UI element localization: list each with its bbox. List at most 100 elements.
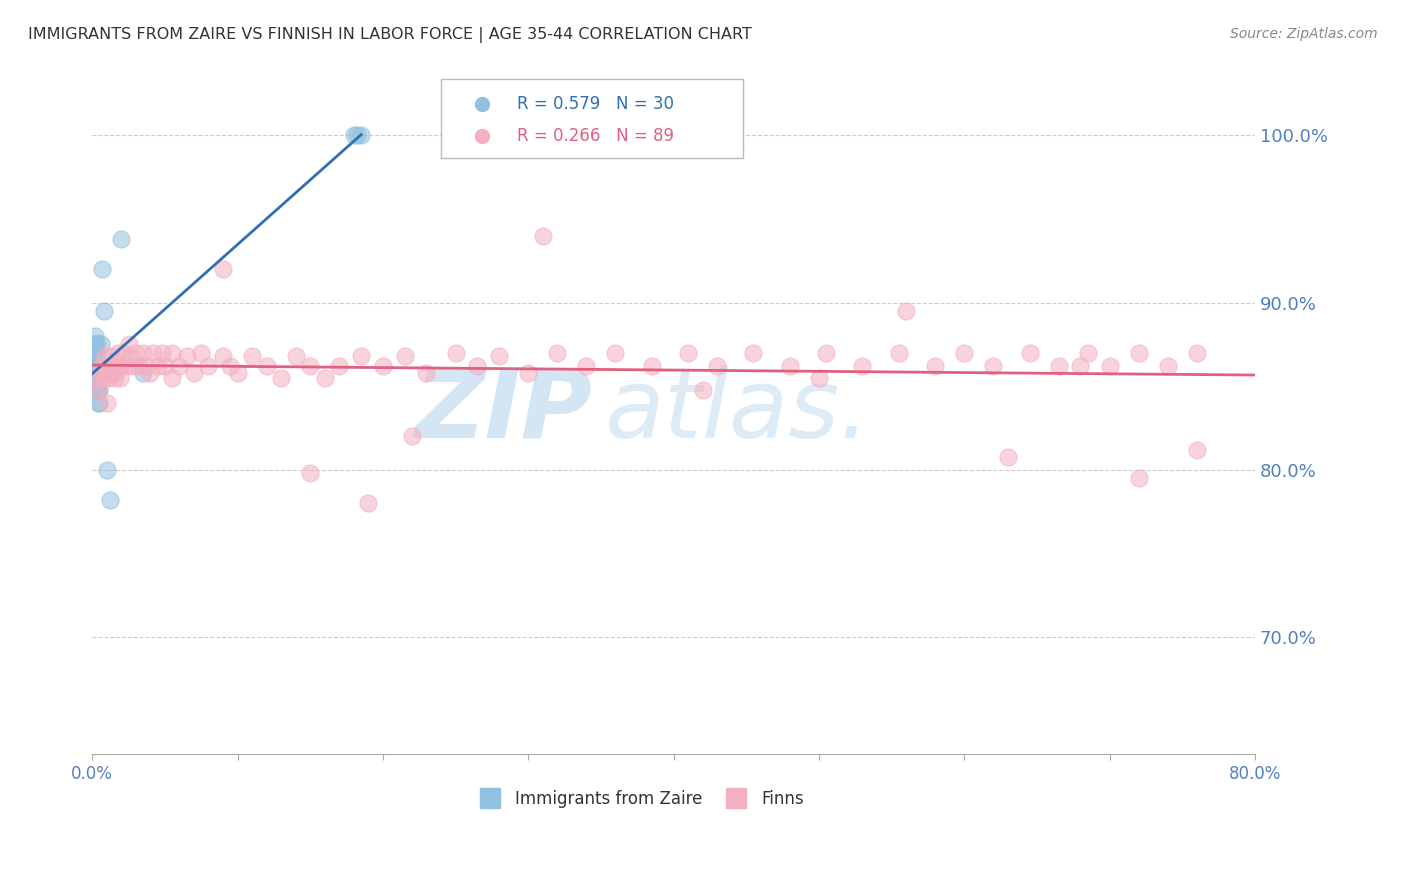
Point (132, 346, 155, 360)
Point (83, 359, 105, 374)
Point (110, 232, 132, 246)
Point (371, 359, 394, 374)
Point (86, 383, 108, 397)
Point (87, 396, 110, 410)
Point (1047, 359, 1070, 374)
Point (90, 366, 112, 380)
Point (1077, 346, 1099, 360)
Point (465, 359, 488, 374)
Point (357, 496, 380, 510)
Point (100, 349, 122, 363)
Point (118, 349, 141, 363)
Point (350, 128, 373, 143)
Point (953, 346, 976, 360)
Point (87, 379, 110, 393)
Point (115, 359, 138, 374)
Point (160, 346, 183, 360)
Point (169, 359, 191, 374)
Point (108, 371, 131, 385)
Point (779, 359, 801, 374)
Point (676, 346, 699, 360)
Point (96, 359, 118, 374)
Point (394, 349, 416, 363)
Point (350, 349, 373, 363)
Point (96, 396, 118, 410)
Point (1098, 359, 1121, 374)
Point (1185, 346, 1208, 360)
Point (212, 262, 235, 277)
Point (86, 371, 108, 385)
Point (89, 396, 111, 410)
Point (107, 346, 129, 360)
Point (105, 359, 128, 374)
Point (91, 262, 114, 277)
Point (93, 371, 115, 385)
Point (575, 359, 598, 374)
Point (132, 366, 155, 380)
Point (86, 335, 108, 350)
Point (270, 371, 292, 385)
Point (125, 346, 148, 360)
Point (89, 383, 111, 397)
Point (136, 359, 159, 374)
Point (343, 128, 366, 143)
Point (1156, 359, 1178, 374)
Point (84, 349, 107, 363)
Point (997, 450, 1019, 464)
Point (86, 371, 108, 385)
Point (90, 359, 112, 374)
Point (692, 383, 714, 397)
Point (98, 366, 121, 380)
Point (546, 346, 568, 360)
Point (84, 369, 107, 384)
Point (328, 359, 350, 374)
Text: R = 0.266   N = 89: R = 0.266 N = 89 (516, 128, 673, 145)
Point (139, 366, 162, 380)
Point (706, 359, 728, 374)
Point (190, 346, 212, 360)
Point (531, 228, 554, 243)
Point (90, 337, 112, 351)
Point (742, 346, 765, 360)
Point (91, 359, 114, 374)
Point (150, 346, 173, 360)
Point (807, 371, 830, 385)
Text: Source: ZipAtlas.com: Source: ZipAtlas.com (1230, 27, 1378, 41)
Point (94, 349, 117, 363)
Point (887, 346, 910, 360)
Point (815, 346, 838, 360)
Point (93, 304, 115, 318)
Point (84, 359, 107, 374)
Point (299, 359, 322, 374)
Point (851, 359, 873, 374)
Legend: Immigrants from Zaire, Finns: Immigrants from Zaire, Finns (467, 783, 810, 814)
Point (104, 371, 127, 385)
Point (894, 304, 917, 318)
Point (84, 329, 107, 343)
Point (517, 366, 540, 380)
Point (87, 366, 110, 380)
Point (212, 349, 235, 363)
Point (97, 371, 120, 385)
Point (86, 346, 108, 360)
Point (83, 343, 105, 357)
Point (1128, 346, 1150, 360)
Point (86, 359, 108, 374)
Point (401, 429, 423, 443)
Point (84, 337, 107, 351)
Point (183, 366, 205, 380)
Point (176, 349, 198, 363)
Point (146, 359, 169, 374)
Point (444, 346, 467, 360)
Point (641, 359, 664, 374)
Point (1069, 359, 1091, 374)
Point (197, 359, 219, 374)
Point (153, 359, 176, 374)
Point (284, 349, 307, 363)
Point (219, 359, 242, 374)
Point (110, 359, 132, 374)
Point (981, 359, 1004, 374)
Text: IMMIGRANTS FROM ZAIRE VS FINNISH IN LABOR FORCE | AGE 35-44 CORRELATION CHART: IMMIGRANTS FROM ZAIRE VS FINNISH IN LABO… (28, 27, 752, 43)
Text: atlas.: atlas. (603, 365, 870, 458)
Point (605, 346, 627, 360)
